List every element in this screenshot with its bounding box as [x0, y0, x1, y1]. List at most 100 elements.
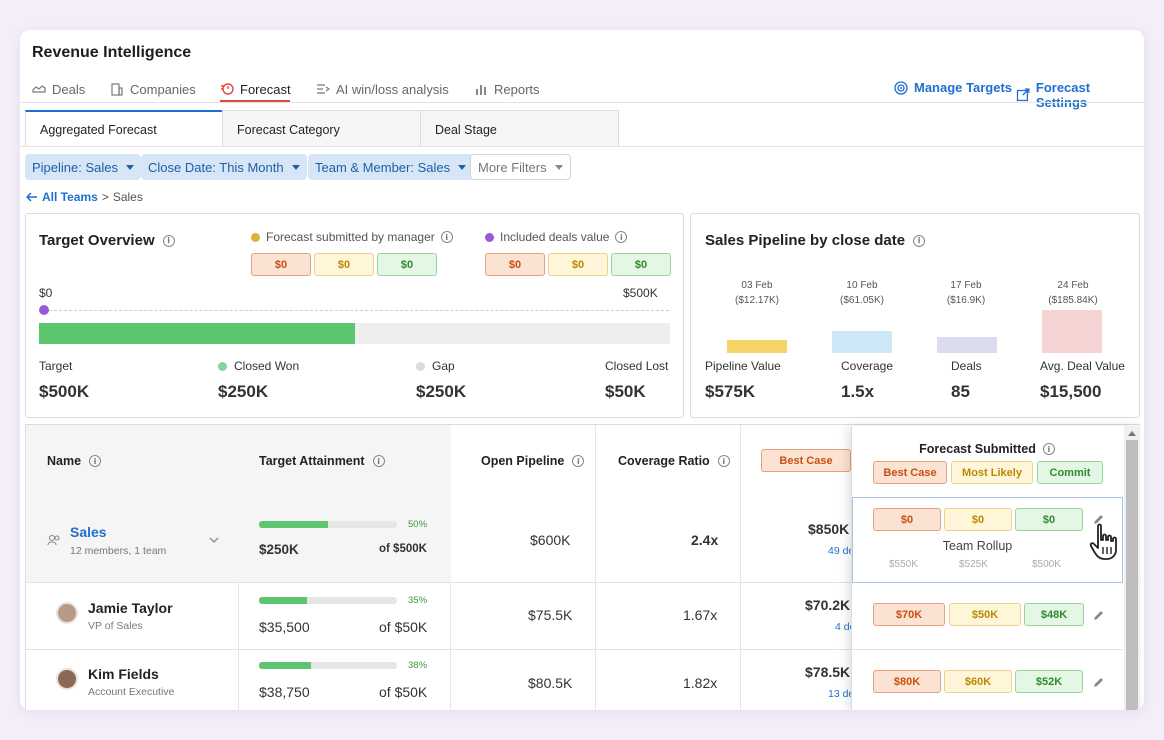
rollup-best-case-chip[interactable]: $0	[873, 508, 941, 531]
stat-gap-value: $250K	[416, 382, 467, 401]
forecast-most-likely-chip[interactable]: $50K	[949, 603, 1021, 626]
tab-ai-analysis[interactable]: AI win/loss analysis	[316, 80, 449, 98]
tab-companies[interactable]: Companies	[110, 80, 196, 98]
reports-icon	[476, 85, 486, 95]
included-commit-chip[interactable]: $0	[611, 253, 671, 276]
edit-pencil-icon[interactable]	[1092, 513, 1105, 526]
arrow-left-icon	[26, 192, 37, 202]
sales-pipeline-title: Sales Pipeline by close date i	[705, 232, 926, 249]
forecast-commit-chip[interactable]: $52K	[1015, 670, 1083, 693]
stat-gap-label: Gap	[416, 359, 455, 373]
info-icon[interactable]: i	[162, 234, 175, 247]
attainment-bar	[259, 662, 397, 669]
info-icon[interactable]: i	[572, 455, 585, 467]
attainment-percent: 38%	[408, 660, 428, 671]
stat-closed-won-label: Closed Won	[218, 359, 299, 373]
manage-targets-link[interactable]: Manage Targets	[894, 80, 1012, 95]
forecast-best-case-chip[interactable]: $70K	[873, 603, 945, 626]
scroll-up-arrow-icon[interactable]	[1128, 430, 1136, 436]
chevron-down-icon[interactable]	[209, 537, 219, 543]
header-best-case-chip[interactable]: Best Case	[761, 449, 851, 472]
row-divider	[26, 582, 1141, 583]
breadcrumb-all-teams-link[interactable]: All Teams	[42, 190, 98, 204]
subtab-deal-stage[interactable]: Deal Stage	[420, 110, 619, 147]
info-icon[interactable]: i	[89, 455, 102, 467]
scale-max: $500K	[623, 286, 658, 300]
caret-down-icon	[126, 164, 134, 170]
caret-down-icon	[554, 164, 563, 170]
scrollbar-thumb[interactable]	[1126, 440, 1138, 710]
pipeline-bar-2	[832, 331, 892, 353]
info-icon[interactable]: i	[615, 231, 628, 243]
legend-dot	[485, 232, 494, 242]
close-date-filter[interactable]: Close Date: This Month	[141, 154, 307, 180]
subtab-forecast-category[interactable]: Forecast Category	[222, 110, 421, 147]
avatar	[56, 668, 78, 690]
more-filters-button[interactable]: More Filters	[470, 154, 571, 180]
week-date: 03 Feb	[741, 280, 773, 291]
pipeline-bar-1	[727, 340, 787, 353]
attainment-target: of $50K	[379, 684, 428, 700]
forecast-commit-chip[interactable]: $48K	[1024, 603, 1084, 626]
team-member-filter[interactable]: Team & Member: Sales	[308, 154, 474, 180]
deals-count-link[interactable]: 13 de	[828, 688, 855, 700]
forecast-most-likely-chip[interactable]: $60K	[944, 670, 1012, 693]
member-name[interactable]: Jamie Taylor	[88, 600, 173, 616]
team-rollup-label: Team Rollup	[942, 539, 1013, 553]
forecast-best-case-chip[interactable]: $80K	[873, 670, 941, 693]
stat-target-value: $500K	[39, 382, 90, 401]
manage-targets-label: Manage Targets	[914, 80, 1013, 95]
included-most-likely-chip[interactable]: $0	[548, 253, 608, 276]
tab-forecast[interactable]: Forecast	[220, 80, 291, 98]
team-icon	[47, 534, 60, 546]
week-amount: ($16.9K)	[946, 295, 986, 306]
stat-closed-lost-value: $50K	[605, 382, 646, 401]
best-case-value: $78.5K	[805, 664, 851, 680]
edit-pencil-icon[interactable]	[1092, 676, 1105, 689]
info-icon[interactable]: i	[440, 231, 453, 243]
subtab-aggregated-forecast[interactable]: Aggregated Forecast	[25, 110, 223, 147]
info-icon[interactable]: i	[1042, 443, 1055, 455]
tab-deals[interactable]: Deals	[32, 80, 85, 98]
rollup-most-likely-chip[interactable]: $0	[944, 508, 1012, 531]
stat-pipeline-value: $575K	[705, 382, 756, 401]
building-icon	[111, 83, 123, 96]
header-label: Coverage Ratio	[618, 454, 710, 468]
best-case-value: $850K	[808, 521, 850, 537]
header-best-case-chip[interactable]: Best Case	[873, 461, 947, 484]
pipeline-bar-4	[1042, 310, 1102, 353]
week-date: 17 Feb	[950, 280, 982, 291]
pipeline-filter[interactable]: Pipeline: Sales	[25, 154, 141, 180]
avatar	[56, 602, 78, 624]
week-date: 24 Feb	[1057, 280, 1089, 291]
manager-best-case-chip[interactable]: $0	[251, 253, 311, 276]
edit-pencil-icon[interactable]	[1092, 609, 1105, 622]
info-icon[interactable]: i	[913, 234, 926, 247]
sales-row-name-shade	[26, 425, 239, 583]
manager-most-likely-chip[interactable]: $0	[314, 253, 374, 276]
header-most-likely-chip[interactable]: Most Likely	[951, 461, 1033, 484]
deals-count-link[interactable]: 4 de	[835, 621, 856, 633]
deals-icon	[32, 85, 46, 93]
open-pipeline-value: $75.5K	[528, 607, 573, 623]
deals-count-link[interactable]: 49 de	[828, 545, 855, 557]
filter-label: Team & Member: Sales	[315, 159, 451, 175]
attainment-bar-fill	[259, 521, 328, 528]
hand-cursor-icon	[1089, 523, 1117, 560]
info-icon[interactable]: i	[717, 455, 730, 467]
header-commit-chip[interactable]: Commit	[1037, 461, 1103, 484]
filter-label: Close Date: This Month	[148, 159, 284, 175]
rollup-commit-chip[interactable]: $0	[1015, 508, 1083, 531]
info-icon[interactable]: i	[372, 455, 385, 467]
forecast-settings-link[interactable]: Forecast Settings	[1016, 80, 1144, 110]
manager-commit-chip[interactable]: $0	[377, 253, 437, 276]
member-name[interactable]: Kim Fields	[88, 666, 159, 682]
included-best-case-chip[interactable]: $0	[485, 253, 545, 276]
stat-avg-deal-value: $15,500	[1040, 382, 1102, 401]
tab-reports[interactable]: Reports	[474, 80, 540, 98]
panel-title: Forecast Submitted	[919, 442, 1036, 456]
legend-included: Included deals value i	[485, 230, 628, 244]
team-name-link[interactable]: Sales	[70, 524, 107, 540]
attainment-bar-fill	[259, 597, 308, 604]
forecast-submitted-title: Forecast Submitted i	[852, 442, 1122, 456]
